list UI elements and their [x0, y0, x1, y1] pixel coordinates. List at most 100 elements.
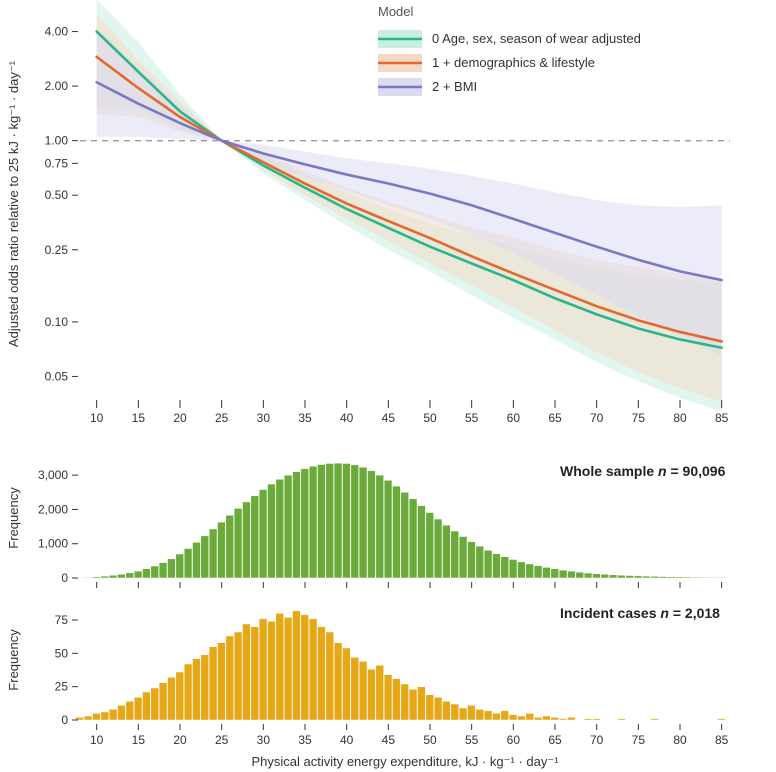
hist-bar: [443, 701, 451, 720]
hist-bar: [301, 615, 309, 720]
hist-bar: [351, 657, 359, 720]
hist-bar: [109, 709, 117, 720]
hist-bar: [476, 546, 484, 578]
y-axis-title: Frequency: [6, 629, 21, 691]
hist-bar: [651, 719, 659, 720]
hist-bar: [468, 542, 476, 578]
y-tick-label: 0.25: [45, 243, 69, 257]
y-tick-label: 0.75: [45, 156, 69, 170]
hist-bar: [209, 529, 217, 578]
hist-bar: [334, 463, 342, 578]
hist-bar: [676, 577, 684, 578]
x-tick-label: 65: [548, 733, 562, 747]
y-tick-label: 1.00: [45, 134, 69, 148]
x-tick-label: 15: [132, 733, 146, 747]
x-tick-label: 85: [715, 733, 729, 747]
hist-bar: [593, 719, 601, 720]
hist-bar: [418, 687, 426, 720]
hist-bar: [568, 717, 576, 720]
y-tick-label: 0.50: [45, 188, 69, 202]
x-tick-label: 40: [340, 411, 354, 425]
hist-bar: [401, 492, 409, 578]
y-tick-label: 0: [61, 713, 68, 727]
y-tick-label: 50: [55, 646, 69, 660]
hist-bar: [451, 531, 459, 578]
hist-bar: [601, 574, 609, 578]
hist-bar: [234, 632, 242, 720]
y-tick-label: 3,000: [38, 468, 68, 482]
x-tick-label: 50: [423, 411, 437, 425]
hist-bar: [193, 542, 201, 578]
legend: Model0 Age, sex, season of wear adjusted…: [378, 4, 641, 96]
hist-bar: [651, 576, 659, 578]
hist-bar: [484, 550, 492, 578]
hist-bar: [484, 711, 492, 720]
x-tick-label: 10: [90, 733, 104, 747]
hist-bar: [334, 643, 342, 720]
x-tick-label: 75: [632, 411, 646, 425]
hist-bar: [351, 465, 359, 578]
x-tick-label: 25: [215, 733, 229, 747]
hist-bar: [618, 575, 626, 578]
hist-bar: [501, 557, 509, 578]
hist-bar: [409, 689, 417, 720]
hist-bar: [309, 619, 317, 720]
hist-bar: [659, 577, 667, 578]
hist-bar: [468, 705, 476, 720]
hist-bar: [176, 554, 184, 578]
hist-bar: [301, 469, 309, 578]
hist-bar: [309, 466, 317, 578]
hist-bar: [168, 559, 176, 578]
hist-bar: [226, 636, 234, 720]
x-tick-label: 55: [465, 411, 479, 425]
x-tick-label: 25: [215, 411, 229, 425]
hist-cases: 0255075Frequency101520253035404550556065…: [6, 605, 729, 769]
hist-annotation: Incident cases n = 2,018: [560, 605, 720, 621]
hist-bar: [359, 661, 367, 720]
hist-bar: [509, 559, 517, 578]
hist-bar: [534, 566, 542, 578]
hist-bar: [193, 659, 201, 720]
hist-bar: [234, 508, 242, 578]
hist-bar: [93, 713, 101, 720]
hist-bar: [384, 675, 392, 720]
hist-bar: [318, 627, 326, 720]
hist-bar: [451, 704, 459, 720]
x-tick-label: 30: [257, 411, 271, 425]
hist-bar: [101, 576, 109, 578]
hist-bar: [643, 576, 651, 578]
hist-bar: [559, 570, 567, 578]
hist-bar: [151, 688, 159, 720]
hist-bar: [201, 536, 209, 578]
x-tick-label: 15: [132, 411, 146, 425]
hist-bar: [618, 719, 626, 720]
hist-bar: [359, 467, 367, 578]
hist-bar: [434, 697, 442, 720]
hist-bar: [184, 549, 192, 578]
hist-bar: [418, 506, 426, 578]
hist-bar: [201, 655, 209, 720]
hist-bar: [551, 717, 559, 720]
x-tick-label: 20: [173, 733, 187, 747]
hist-bar: [609, 575, 617, 578]
hist-bar: [543, 716, 551, 720]
x-tick-label: 35: [298, 411, 312, 425]
hist-bar: [718, 719, 726, 720]
hist-bar: [501, 711, 509, 720]
figure-root: 0.050.100.250.500.751.002.004.00Adjusted…: [0, 0, 776, 772]
hist-bar: [276, 613, 284, 720]
hist-bar: [318, 465, 326, 578]
hist-bar: [143, 692, 151, 720]
hist-bar: [159, 563, 167, 578]
hist-bar: [593, 574, 601, 578]
hist-bar: [493, 713, 501, 720]
hist-bar: [393, 486, 401, 578]
hist-bar: [118, 705, 126, 720]
hist-whole: 01,0002,0003,000FrequencyWhole sample n …: [6, 463, 726, 588]
hist-bar: [218, 522, 226, 578]
hist-bar: [126, 701, 134, 720]
hist-bar: [176, 672, 184, 720]
hist-bar: [426, 695, 434, 720]
hist-bar: [668, 577, 676, 578]
hist-bar: [443, 525, 451, 578]
